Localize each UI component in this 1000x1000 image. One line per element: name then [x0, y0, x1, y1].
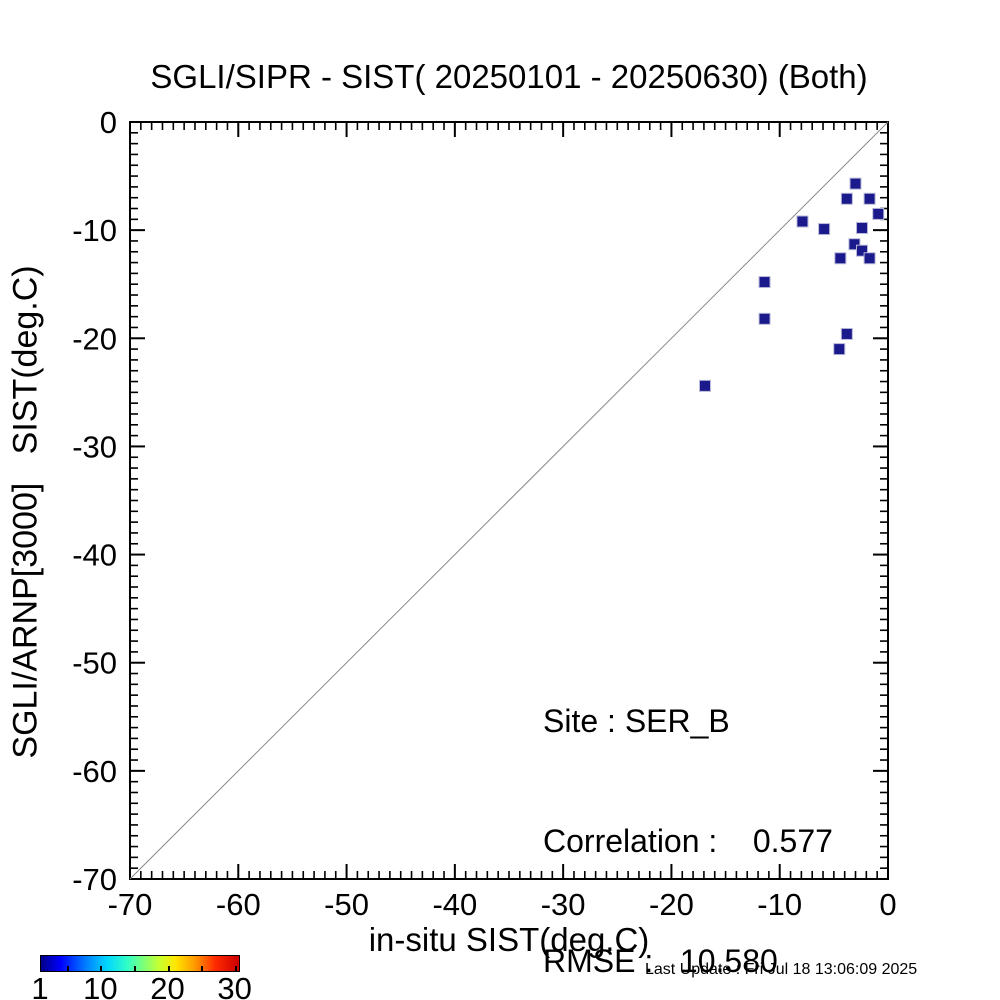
data-point-marker [833, 343, 846, 356]
data-point-marker [758, 312, 771, 325]
y-tick-label: 0 [100, 105, 117, 140]
colorbar-tick [66, 966, 69, 971]
colorbar-tick [167, 966, 170, 971]
data-point-marker [863, 252, 876, 265]
data-point-marker [834, 252, 847, 265]
data-point-marker [872, 207, 885, 220]
y-tick-label: -60 [72, 754, 117, 789]
x-tick-label: -60 [216, 887, 261, 922]
data-point-marker [818, 223, 831, 236]
colorbar-tick [100, 966, 103, 971]
x-tick-label: -40 [432, 887, 477, 922]
data-point-marker [796, 215, 809, 228]
chart-title: SGLI/SIPR - SIST( 20250101 - 20250630) (… [150, 58, 868, 95]
stat-site: Site : SER_B [543, 703, 730, 739]
y-tick-label: -10 [72, 213, 117, 248]
data-point-marker [840, 327, 853, 340]
y-tick-label: -70 [72, 862, 117, 897]
x-tick-label: -50 [324, 887, 369, 922]
plot-frame [129, 121, 889, 880]
data-point-marker [856, 244, 869, 257]
colorbar-tick [234, 966, 237, 971]
colorbar-tick-label: 10 [83, 971, 118, 1000]
data-point-marker [758, 276, 771, 289]
y-axis-label: SGLI/ARNP[3000] SIST(deg.C) [6, 265, 45, 759]
colorbar-tick [201, 966, 204, 971]
data-point-marker [856, 221, 869, 234]
colorbar-tick [133, 966, 136, 971]
data-point-marker [863, 192, 876, 205]
identity-line [129, 121, 889, 880]
x-tick-label: -20 [649, 887, 694, 922]
data-point-marker [698, 379, 711, 392]
x-tick-label: -70 [108, 887, 153, 922]
x-tick-label: -30 [541, 887, 586, 922]
stat-correlation: Correlation : 0.577 [543, 823, 833, 859]
stat-rmse: RMSE : 10.580 [543, 943, 778, 979]
x-tick-label: -10 [757, 887, 802, 922]
data-point-marker [840, 192, 853, 205]
y-tick-label: -20 [72, 321, 117, 356]
data-point-marker [849, 177, 862, 190]
colorbar-gradient [40, 955, 240, 972]
y-tick-label: -50 [72, 646, 117, 681]
colorbar-tick-label: 30 [217, 971, 252, 1000]
last-update-text: Last Update : Fri Jul 18 13:06:09 2025 [645, 961, 918, 978]
data-point-marker [848, 238, 861, 251]
colorbar-tick-label: 1 [31, 971, 49, 1000]
stats-block: Site : SER_B Correlation : 0.577 RMSE : … [543, 621, 833, 1000]
colorbar-tick-label: 20 [150, 971, 185, 1000]
y-tick-label: -40 [72, 538, 117, 573]
x-axis-label: in-situ SIST(deg.C) [368, 921, 650, 958]
y-tick-label: -30 [72, 429, 117, 464]
x-tick-label: 0 [879, 887, 896, 922]
